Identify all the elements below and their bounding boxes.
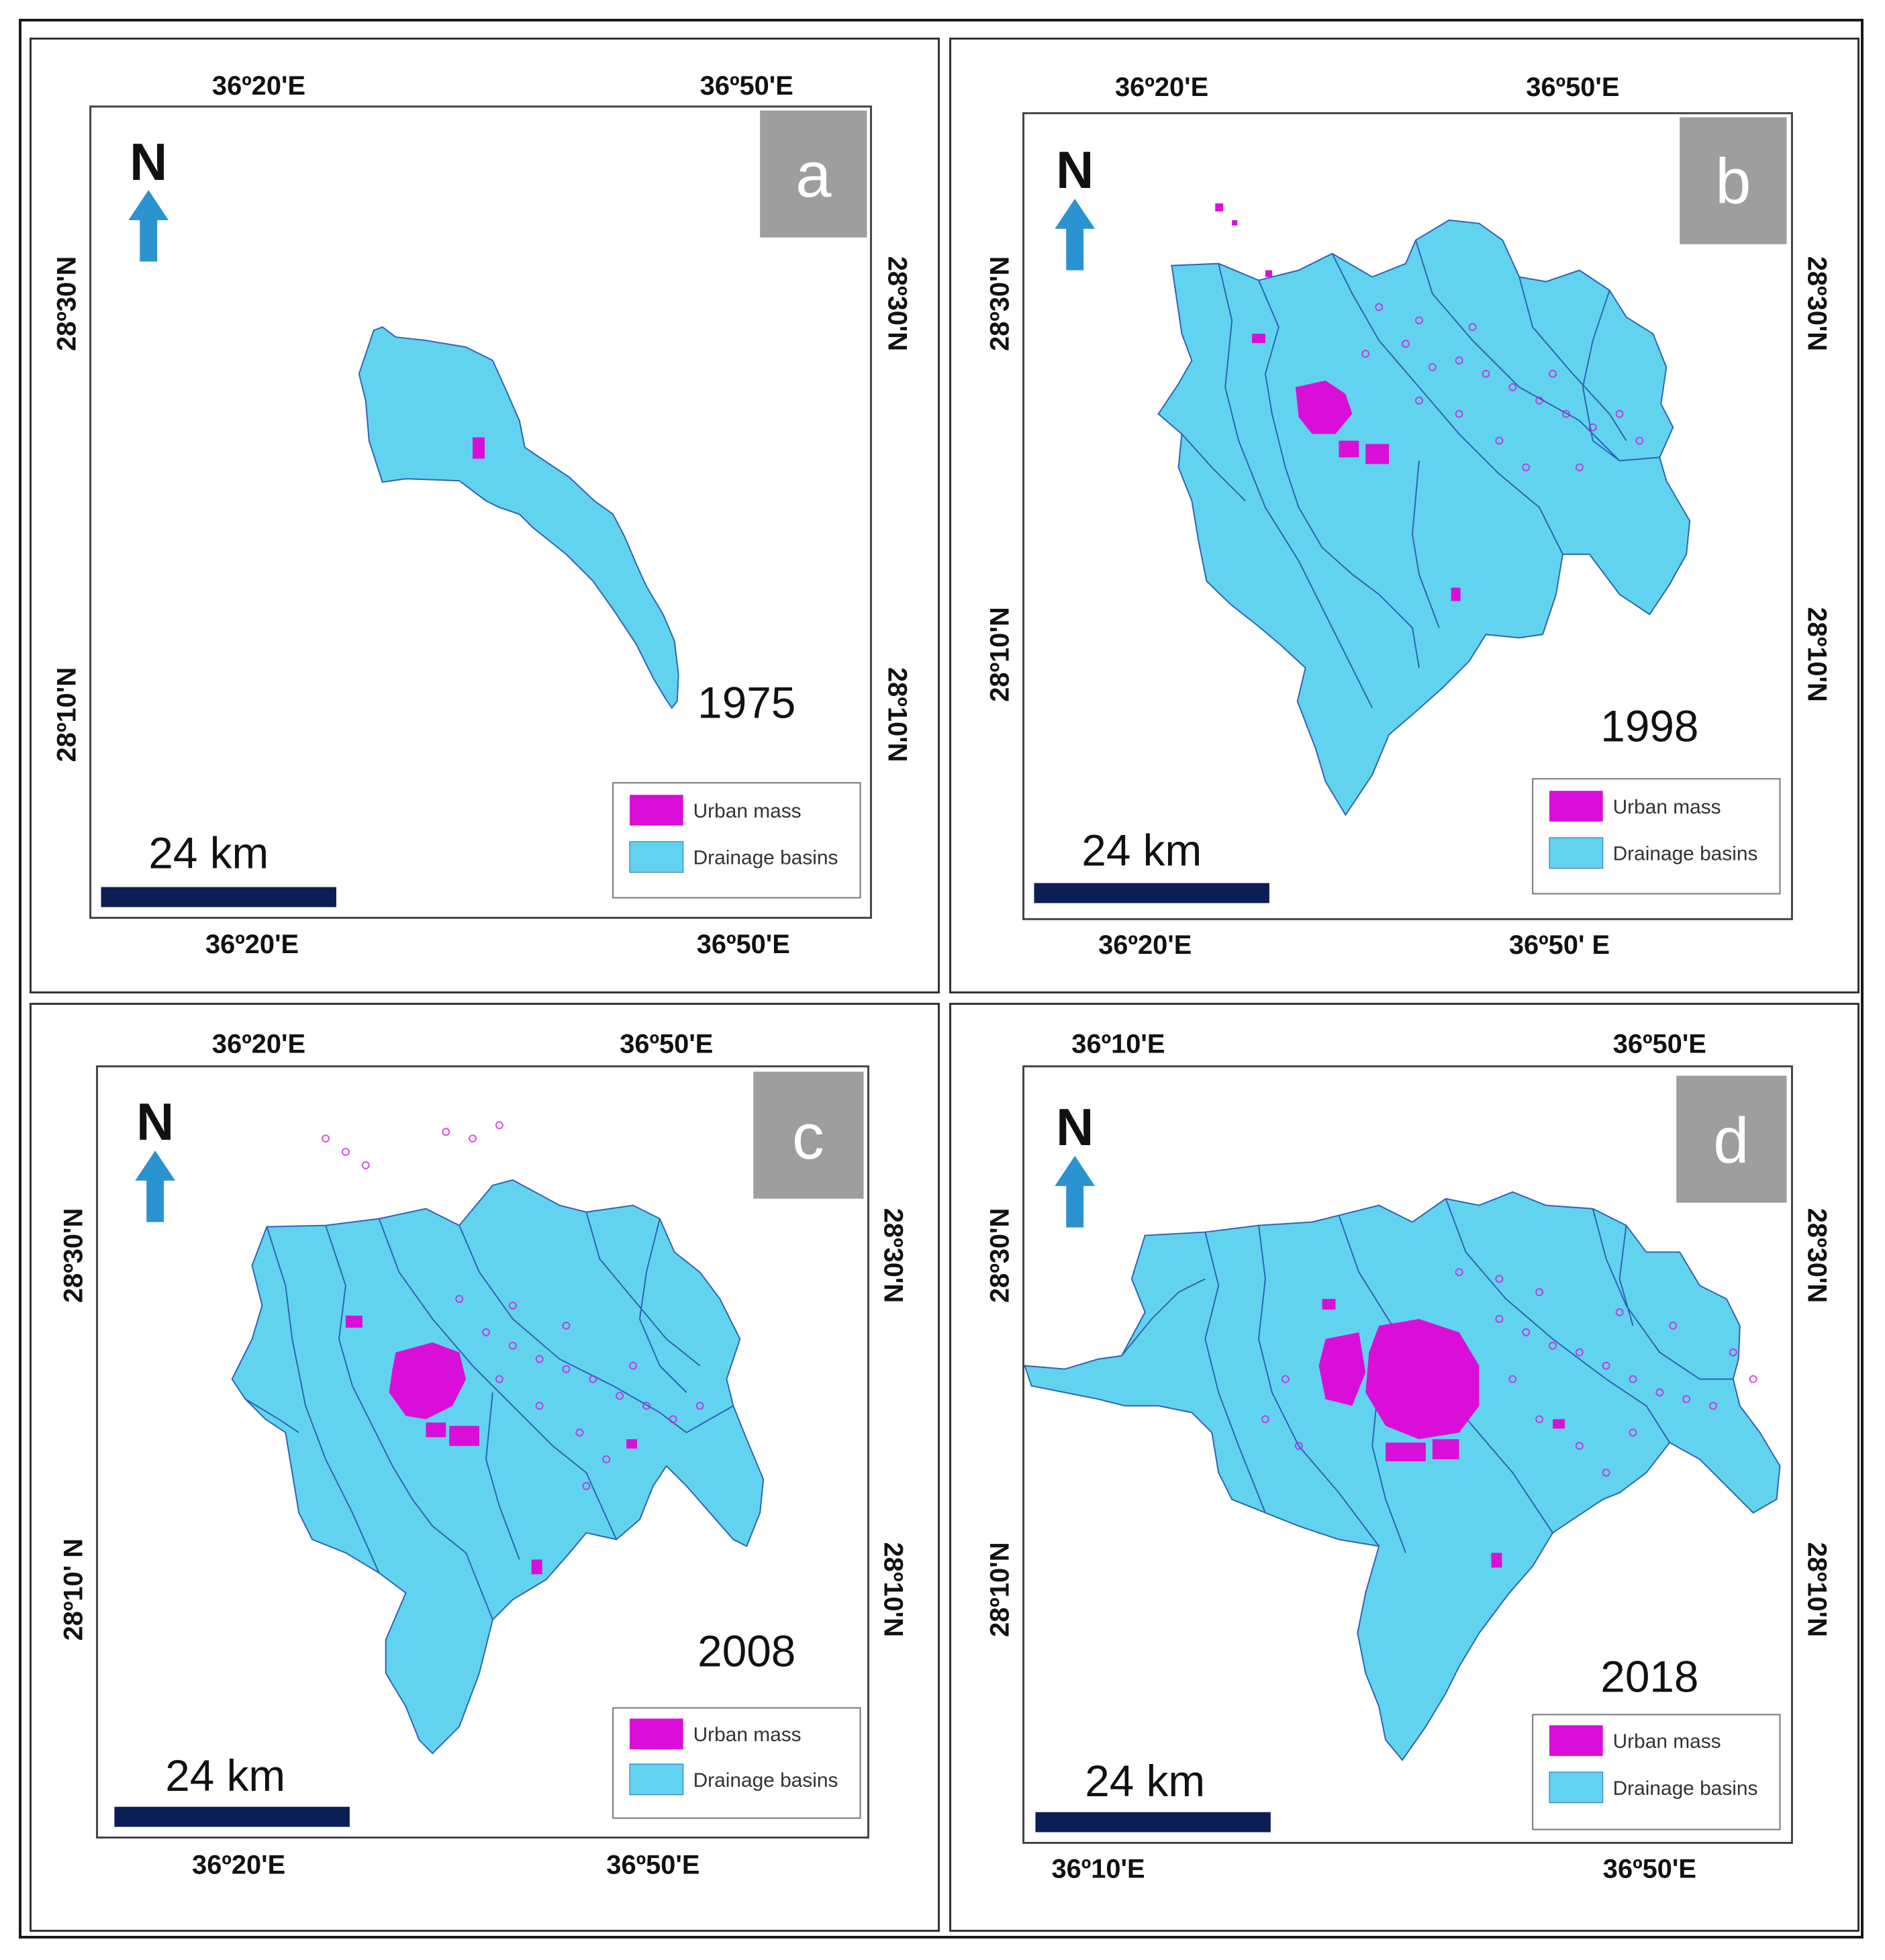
top-lon-1: 36º20'E (212, 1030, 305, 1059)
right-lat-1: 28º30'N (1802, 1208, 1831, 1303)
north-label: N (1056, 1099, 1094, 1157)
drainage-basin (358, 326, 679, 709)
bottom-lon-1: 36º20'E (192, 1850, 285, 1879)
scale-label: 24 km (148, 829, 269, 878)
legend-basin-label: Drainage basins (1613, 1777, 1758, 1800)
legend-urban-label: Urban mass (693, 800, 802, 822)
top-lon-2: 36º50'E (700, 71, 793, 101)
panel-label-box (760, 110, 867, 238)
right-lat-1: 28º30'N (1802, 256, 1831, 351)
sub-basin-boundaries (245, 1212, 734, 1620)
right-lat-2: 28º10'N (1802, 607, 1831, 701)
legend-urban-label: Urban mass (693, 1724, 802, 1746)
figure-frame (19, 19, 1864, 1939)
drainage-basin-swatch (1549, 837, 1604, 869)
legend-basin-label: Drainage basins (693, 847, 838, 869)
scale-bar (1035, 1812, 1271, 1832)
map-panel-d: 36º10'E 36º50'E 36º10'E 36º50'E 28º30'N … (949, 1003, 1859, 1932)
legend-urban-label: Urban mass (1613, 796, 1721, 818)
legend-urban-label: Urban mass (1613, 1730, 1721, 1753)
top-lon-1: 36º20'E (1115, 72, 1208, 102)
left-lat-2: 28º10' N (59, 1538, 89, 1640)
panel-label-box (1680, 117, 1787, 244)
bottom-lon-1: 36º10'E (1051, 1854, 1145, 1883)
top-lon-2: 36º50'E (1613, 1030, 1706, 1059)
panel-label-box (753, 1071, 864, 1199)
urban-mass-swatch (630, 795, 683, 826)
scale-bar (101, 887, 336, 908)
right-lat-2: 28º10'N (882, 667, 912, 762)
scale-label: 24 km (1085, 1757, 1205, 1806)
sub-basin-boundaries (1181, 240, 1660, 709)
top-lon-2: 36º50'E (1526, 72, 1619, 102)
scale-label: 24 km (165, 1751, 285, 1800)
year-label: 1975 (697, 679, 795, 728)
panel-label: b (1715, 146, 1751, 217)
urban-scatter (322, 1121, 704, 1490)
drainage-basin (1157, 219, 1691, 816)
right-lat-2: 28º10'N (878, 1542, 908, 1637)
urban-mass-swatch (1549, 791, 1603, 822)
bottom-lon-1: 36º20'E (205, 930, 299, 959)
north-arrow-icon (1055, 199, 1096, 271)
bottom-lon-2: 36º50'E (1603, 1854, 1696, 1883)
left-lat-2: 28º10'N (985, 607, 1015, 701)
drainage-basin-swatch (629, 841, 684, 873)
urban-scatter (1261, 1268, 1757, 1477)
scale-bar (1034, 883, 1269, 903)
year-label: 2018 (1600, 1653, 1698, 1702)
urban-mass-swatch (630, 1718, 683, 1750)
scale-label: 24 km (1081, 826, 1202, 875)
bottom-lon-2: 36º50'E (697, 930, 790, 959)
bottom-lon-2: 36º50' E (1509, 930, 1610, 960)
north-arrow-icon (1055, 1156, 1096, 1228)
top-lon-1: 36º20'E (212, 71, 305, 101)
urban-scatter (1361, 303, 1644, 472)
legend-basin-label: Drainage basins (1613, 843, 1758, 865)
urban-mass (345, 1316, 637, 1575)
panel-label-box (1676, 1075, 1787, 1203)
year-label: 1998 (1600, 702, 1698, 751)
urban-mass (1318, 1299, 1565, 1568)
drainage-basin (1024, 1191, 1781, 1761)
north-arrow-icon (135, 1150, 176, 1222)
legend-basin-label: Drainage basins (693, 1769, 838, 1792)
top-lon-1: 36º10'E (1071, 1030, 1165, 1059)
urban-mass-swatch (1549, 1725, 1603, 1757)
map-panel-c: 36º20'E 36º50'E 36º20'E 36º50'E 28º30'N … (30, 1003, 940, 1932)
left-lat-1: 28º30'N (985, 1208, 1015, 1303)
left-lat-1: 28º30'N (985, 256, 1015, 351)
panel-label: a (795, 139, 832, 211)
right-lat-1: 28º30'N (878, 1208, 908, 1303)
north-label: N (136, 1093, 174, 1151)
urban-mass (473, 437, 485, 459)
left-lat-2: 28º10'N (52, 667, 82, 762)
bottom-lon-2: 36º50'E (606, 1850, 699, 1879)
map-panel-a: 36º20'E 36º50'E 36º20'E 36º50'E 28º30'N … (30, 38, 940, 993)
top-lon-2: 36º50'E (620, 1030, 713, 1059)
left-lat-1: 28º30'N (52, 256, 82, 351)
right-lat-1: 28º30'N (882, 256, 912, 351)
right-lat-2: 28º10'N (1802, 1542, 1831, 1637)
urban-mass (1215, 203, 1461, 601)
left-lat-1: 28º30'N (59, 1208, 89, 1303)
left-lat-2: 28º10'N (985, 1542, 1015, 1637)
drainage-basin (231, 1179, 765, 1755)
year-label: 2008 (697, 1627, 795, 1676)
panel-label: d (1713, 1105, 1749, 1177)
drainage-basin-swatch (629, 1763, 684, 1796)
north-label: N (130, 134, 167, 191)
panel-label: c (792, 1101, 824, 1173)
map-panel-b: 36º20'E 36º50'E 36º20'E 36º50' E 28º30'N… (949, 38, 1859, 993)
scale-bar (114, 1806, 350, 1827)
north-label: N (1056, 142, 1094, 199)
bottom-lon-1: 36º20'E (1098, 930, 1192, 960)
north-arrow-icon (128, 190, 169, 262)
drainage-basin-swatch (1549, 1771, 1604, 1804)
